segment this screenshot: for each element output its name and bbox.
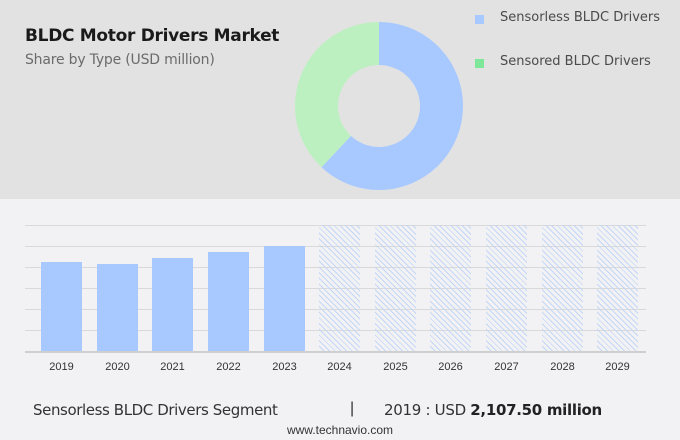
- x-tick-label: 2022: [216, 361, 241, 373]
- legend-label: Sensored BLDC Drivers: [500, 54, 651, 69]
- chart-subtitle: Share by Type (USD million): [25, 52, 215, 68]
- x-tick-label: 2024: [327, 361, 352, 373]
- legend-swatch-icon: [475, 15, 484, 24]
- bar: [208, 252, 249, 351]
- x-tick-label: 2029: [605, 361, 630, 373]
- footer-divider: |: [350, 400, 355, 417]
- donut-segment-sensorless: [321, 22, 463, 190]
- forecast-bar: [597, 225, 638, 351]
- chart-title: BLDC Motor Drivers Market: [25, 26, 280, 46]
- x-tick-label: 2019: [49, 361, 74, 373]
- value-prefix: 2019 : USD: [384, 401, 471, 419]
- bar: [264, 246, 305, 351]
- forecast-bar: [319, 225, 360, 351]
- legend-swatch-icon: [475, 59, 484, 68]
- bar: [97, 264, 138, 351]
- donut-chart: [295, 22, 463, 190]
- x-axis-baseline: [25, 351, 646, 353]
- legend-label: Sensorless BLDC Drivers: [500, 10, 661, 25]
- source-site: www.technavio.com: [286, 423, 394, 437]
- x-tick-label: 2026: [438, 361, 463, 373]
- forecast-bar: [542, 225, 583, 351]
- value-amount: 2,107.50 million: [470, 401, 602, 419]
- donut-segment-sensored: [295, 22, 379, 168]
- x-tick-label: 2021: [160, 361, 185, 373]
- segment-label: Sensorless BLDC Drivers Segment: [33, 401, 278, 419]
- x-tick-label: 2028: [550, 361, 575, 373]
- top-panel: BLDC Motor Drivers Market Share by Type …: [0, 0, 680, 199]
- x-tick-label: 2023: [272, 361, 297, 373]
- x-tick-label: 2025: [383, 361, 408, 373]
- segment-value: 2019 : USD 2,107.50 million: [384, 401, 602, 419]
- bar: [152, 258, 193, 351]
- forecast-bar: [486, 225, 527, 351]
- forecast-bar: [375, 225, 416, 351]
- x-tick-label: 2027: [494, 361, 519, 373]
- x-tick-label: 2020: [105, 361, 130, 373]
- forecast-bar: [430, 225, 471, 351]
- bar: [41, 262, 82, 351]
- bar-chart-plot: [25, 225, 646, 353]
